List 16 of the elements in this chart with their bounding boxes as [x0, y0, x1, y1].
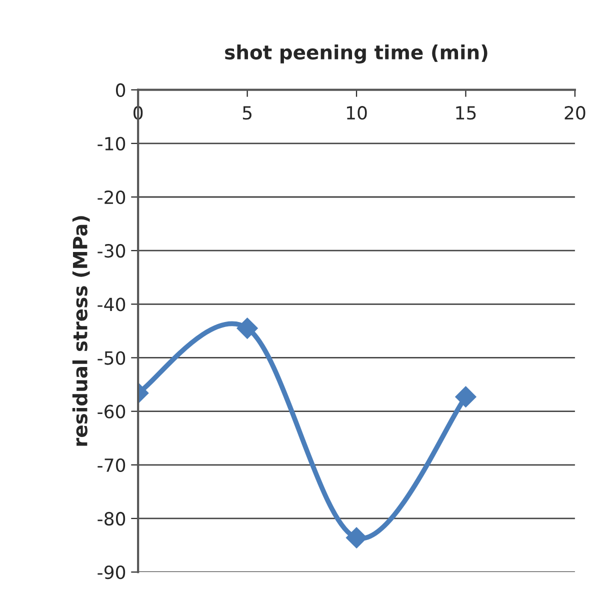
- y-tick-label: -10: [98, 136, 126, 151]
- x-tick-label: 5: [242, 106, 252, 120]
- y-tick-label: -90: [98, 566, 126, 580]
- y-axis-title: residual stress (MPa): [72, 216, 90, 446]
- y-tick-label: -20: [98, 190, 126, 204]
- y-tick-label: -60: [98, 404, 126, 418]
- y-tick-label: -40: [98, 298, 126, 312]
- x-tick-label: 10: [347, 106, 367, 120]
- y-tick-label: -50: [98, 351, 126, 365]
- y-tick-label: -80: [98, 512, 126, 526]
- x-tick-label: 15: [456, 106, 476, 120]
- x-axis-title: shot peening time (min): [225, 44, 488, 64]
- y-tick-label: -30: [98, 244, 126, 258]
- y-tick-label: -70: [98, 458, 126, 472]
- x-tick-label: 20: [564, 106, 586, 120]
- y-tick-label: 0: [116, 83, 126, 97]
